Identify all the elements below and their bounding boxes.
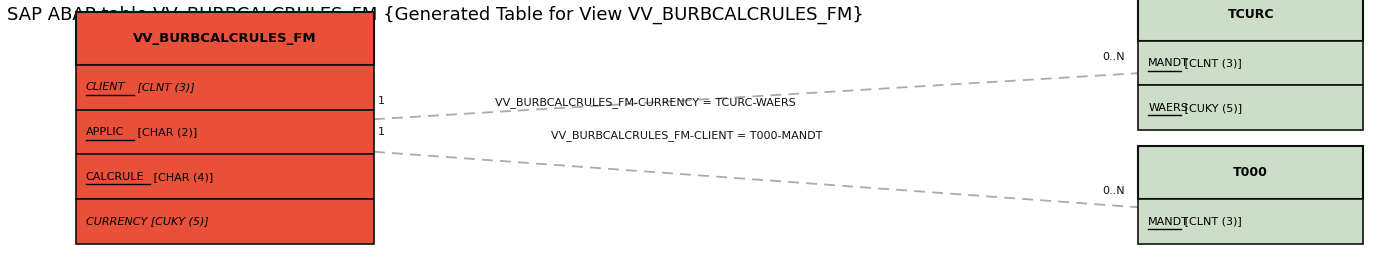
Bar: [76, 154, 374, 199]
Bar: [76, 65, 374, 110]
Text: [CLNT (3)]: [CLNT (3)]: [134, 82, 195, 92]
Text: VV_BURBCALCRULES_FM-CLIENT = T000-MANDT: VV_BURBCALCRULES_FM-CLIENT = T000-MANDT: [551, 130, 823, 141]
Text: [CLNT (3)]: [CLNT (3)]: [1181, 217, 1242, 227]
Text: CURRENCY [CUKY (5)]: CURRENCY [CUKY (5)]: [86, 217, 209, 227]
Text: VV_BURBCALCRULES_FM-CURRENCY = TCURC-WAERS: VV_BURBCALCRULES_FM-CURRENCY = TCURC-WAE…: [494, 98, 796, 108]
Text: [CLNT (3)]: [CLNT (3)]: [1181, 58, 1242, 68]
Text: 0..N: 0..N: [1102, 52, 1125, 62]
Bar: [1138, 0, 1363, 41]
Text: VV_BURBCALCRULES_FM: VV_BURBCALCRULES_FM: [133, 32, 317, 45]
Bar: [1138, 146, 1363, 199]
Text: T000: T000: [1233, 166, 1269, 179]
Bar: [76, 110, 374, 154]
Text: 0..N: 0..N: [1102, 186, 1125, 196]
Text: APPLIC: APPLIC: [86, 127, 125, 137]
Bar: [1138, 41, 1363, 85]
Bar: [76, 12, 374, 65]
Text: 1: 1: [378, 96, 385, 106]
Text: CALCRULE: CALCRULE: [86, 172, 144, 182]
Text: 1: 1: [378, 127, 385, 137]
Text: MANDT: MANDT: [1148, 217, 1190, 227]
Text: [CUKY (5)]: [CUKY (5)]: [1181, 103, 1242, 113]
Bar: [76, 199, 374, 244]
Text: SAP ABAP table VV_BURBCALCRULES_FM {Generated Table for View VV_BURBCALCRULES_FM: SAP ABAP table VV_BURBCALCRULES_FM {Gene…: [7, 5, 864, 24]
Text: [CHAR (2)]: [CHAR (2)]: [134, 127, 197, 137]
Text: MANDT: MANDT: [1148, 58, 1190, 68]
Text: TCURC: TCURC: [1227, 8, 1274, 21]
Text: [CHAR (4)]: [CHAR (4)]: [150, 172, 213, 182]
Text: CLIENT: CLIENT: [86, 82, 125, 92]
Bar: [1138, 199, 1363, 244]
Bar: [1138, 85, 1363, 130]
Text: WAERS: WAERS: [1148, 103, 1188, 113]
